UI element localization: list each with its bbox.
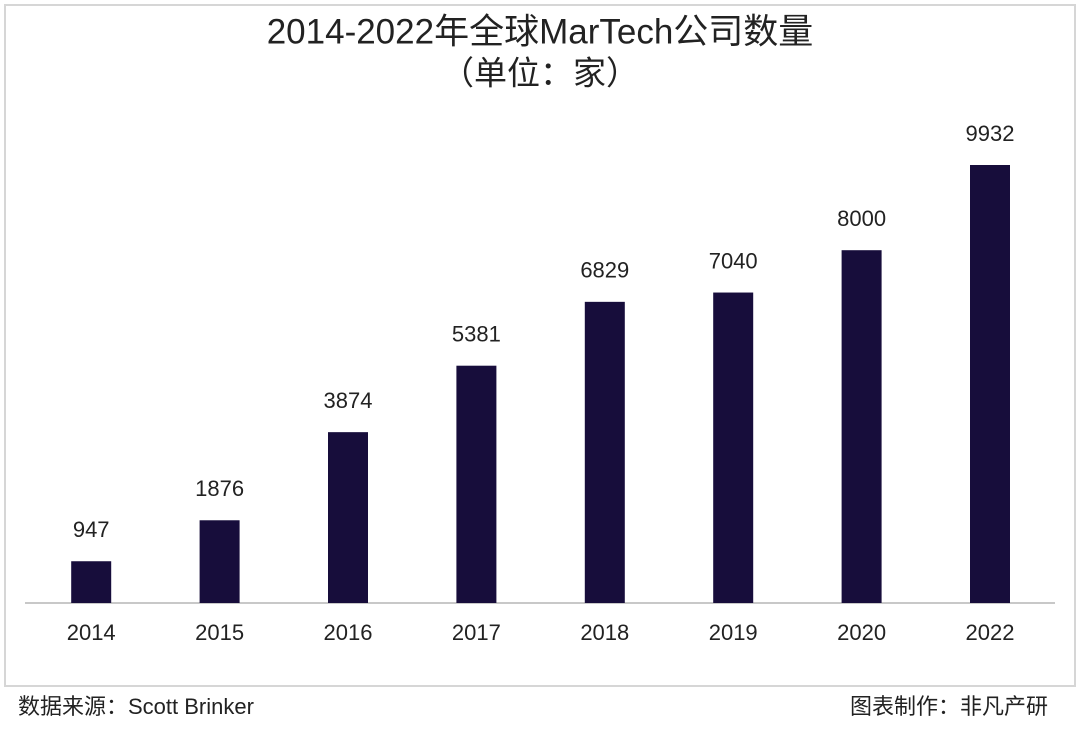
x-tick-label: 2014 bbox=[67, 620, 116, 645]
bar bbox=[199, 520, 240, 603]
bar bbox=[841, 250, 882, 603]
data-label: 3874 bbox=[324, 388, 373, 413]
data-label: 947 bbox=[73, 517, 110, 542]
data-label: 5381 bbox=[452, 322, 501, 347]
x-tick-label: 2016 bbox=[324, 620, 373, 645]
data-label: 9932 bbox=[966, 121, 1015, 146]
bar bbox=[71, 561, 112, 603]
x-tick-label: 2015 bbox=[195, 620, 244, 645]
x-tick-label: 2019 bbox=[709, 620, 758, 645]
chart-subtitle: （单位：家） bbox=[441, 55, 639, 92]
data-label: 1876 bbox=[195, 476, 244, 501]
data-label: 7040 bbox=[709, 248, 758, 273]
x-tick-label: 2022 bbox=[966, 620, 1015, 645]
bar bbox=[584, 301, 625, 603]
bar bbox=[328, 432, 368, 603]
data-label: 6829 bbox=[580, 258, 629, 283]
chart-title: 2014-2022年全球MarTech公司数量 bbox=[267, 12, 814, 51]
credit-note: 图表制作：非凡产研 bbox=[850, 694, 1048, 719]
x-tick-label: 2020 bbox=[837, 620, 886, 645]
bar bbox=[970, 165, 1010, 603]
bar bbox=[713, 292, 754, 603]
data-label: 8000 bbox=[837, 206, 886, 231]
x-tick-label: 2018 bbox=[580, 620, 629, 645]
chart-frame bbox=[4, 4, 1076, 687]
bar bbox=[456, 365, 497, 603]
source-note: 数据来源：Scott Brinker bbox=[18, 694, 254, 719]
x-tick-label: 2017 bbox=[452, 620, 501, 645]
